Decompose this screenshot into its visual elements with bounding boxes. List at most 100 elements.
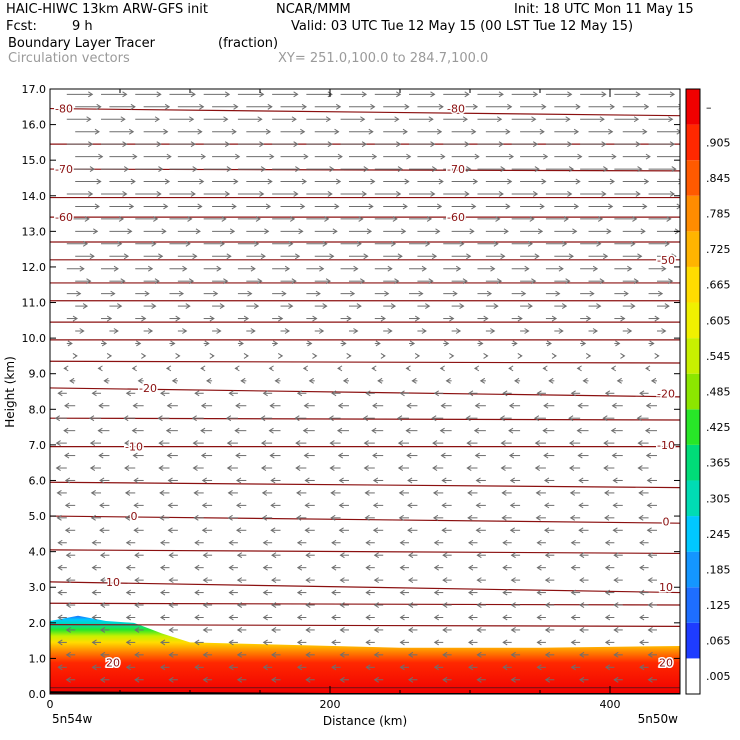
circulation-vector bbox=[101, 215, 125, 222]
circulation-vector bbox=[580, 340, 587, 347]
circulation-vector bbox=[613, 651, 623, 658]
circulation-vector bbox=[75, 253, 95, 260]
circulation-vector bbox=[271, 651, 281, 658]
circulation-vector bbox=[304, 527, 315, 534]
circulation-vector bbox=[468, 390, 478, 397]
circulation-vector bbox=[280, 228, 304, 235]
circulation-vector bbox=[578, 527, 589, 534]
temperature-contour bbox=[50, 602, 680, 606]
x-tick-label: 200 bbox=[320, 698, 341, 711]
circulation-vector bbox=[193, 490, 204, 496]
circulation-vector bbox=[57, 390, 67, 397]
circulation-vector bbox=[338, 477, 349, 484]
circulation-vector bbox=[548, 377, 555, 384]
circulation-vector bbox=[499, 415, 512, 422]
circulation-vector bbox=[209, 352, 215, 359]
circulation-vector bbox=[544, 602, 555, 608]
circulation-vector bbox=[262, 639, 273, 646]
contour-label: 10 bbox=[106, 576, 120, 589]
circulation-vector bbox=[237, 340, 244, 347]
circulation-vector bbox=[485, 128, 511, 135]
circulation-vector bbox=[169, 290, 185, 297]
circulation-vector bbox=[167, 502, 178, 509]
circulation-vector bbox=[544, 502, 555, 509]
circulation-vector bbox=[409, 116, 434, 123]
circulation-vector bbox=[604, 639, 615, 646]
circulation-vector bbox=[614, 315, 626, 322]
circulation-vector bbox=[65, 577, 76, 584]
circulation-vector bbox=[66, 265, 85, 272]
circulation-vector bbox=[228, 390, 238, 397]
circulation-vector bbox=[246, 278, 263, 285]
fcst-value: 9 h bbox=[72, 19, 93, 34]
contour-label: 10 bbox=[659, 581, 673, 594]
circulation-vector bbox=[330, 490, 341, 496]
circulation-vector bbox=[372, 527, 384, 534]
circulation-vector bbox=[610, 365, 617, 372]
circulation-vector bbox=[554, 203, 580, 210]
circulation-vector bbox=[168, 627, 178, 633]
circulation-vector bbox=[570, 614, 581, 621]
circulation-vector bbox=[177, 328, 188, 334]
circulation-vector bbox=[331, 664, 341, 671]
circulation-vector bbox=[622, 203, 648, 210]
circulation-vector bbox=[166, 402, 178, 409]
circulation-vector bbox=[439, 365, 445, 372]
circulation-vector bbox=[331, 539, 341, 546]
circulation-vector bbox=[476, 651, 486, 658]
circulation-vector bbox=[194, 390, 204, 397]
circulation-vector bbox=[477, 91, 504, 98]
circulation-vector bbox=[588, 128, 614, 135]
circulation-vector bbox=[270, 527, 281, 534]
circulation-vector bbox=[543, 402, 555, 409]
circulation-vector bbox=[648, 191, 676, 197]
circulation-vector bbox=[383, 303, 397, 310]
circulation-vector bbox=[406, 452, 418, 459]
plot-frame bbox=[49, 88, 681, 695]
circulation-vector bbox=[72, 352, 78, 359]
circulation-vector bbox=[160, 614, 170, 621]
circulation-vector bbox=[614, 290, 629, 297]
circulation-vector bbox=[451, 153, 480, 160]
circulation-vector bbox=[54, 415, 67, 422]
circulation-vector bbox=[656, 278, 674, 285]
circulation-vector bbox=[383, 153, 412, 160]
circulation-vector bbox=[348, 228, 373, 235]
circulation-vector bbox=[638, 490, 649, 496]
circulation-vector bbox=[443, 215, 467, 222]
circulation-vector bbox=[473, 365, 480, 372]
circulation-vector bbox=[568, 415, 581, 422]
circulation-vector bbox=[405, 427, 418, 434]
circulation-vector bbox=[303, 452, 315, 459]
circulation-vector bbox=[294, 415, 307, 422]
colorbar-swatch bbox=[686, 444, 700, 481]
circulation-vector bbox=[99, 527, 110, 534]
circulation-vector bbox=[399, 539, 410, 546]
circulation-vector bbox=[331, 639, 341, 646]
circulation-vector bbox=[90, 490, 102, 496]
contour-label: -70 bbox=[447, 163, 465, 176]
circulation-vector bbox=[451, 103, 479, 110]
circulation-vector bbox=[511, 265, 530, 272]
circulation-vector bbox=[314, 103, 342, 110]
circulation-vector bbox=[312, 352, 318, 359]
circulation-vector bbox=[66, 166, 95, 172]
circulation-vector bbox=[511, 166, 540, 172]
circulation-vector bbox=[535, 514, 546, 521]
circulation-vector bbox=[134, 676, 144, 683]
colorbar-label: .125 bbox=[706, 599, 731, 612]
circulation-vector bbox=[228, 639, 238, 646]
fcst-label: Fcst: bbox=[6, 19, 37, 34]
circulation-vector bbox=[451, 303, 465, 310]
circulation-vector bbox=[64, 527, 76, 534]
circulation-vector bbox=[101, 91, 128, 98]
circulation-vector bbox=[502, 539, 512, 546]
circulation-vector bbox=[201, 527, 213, 534]
circulation-vector bbox=[622, 178, 650, 185]
circulation-vector bbox=[272, 215, 296, 222]
circulation-vector bbox=[227, 514, 238, 521]
circulation-vector bbox=[237, 91, 265, 98]
circulation-vector bbox=[417, 228, 441, 235]
circulation-vector bbox=[397, 415, 410, 422]
circulation-vector bbox=[65, 552, 76, 559]
